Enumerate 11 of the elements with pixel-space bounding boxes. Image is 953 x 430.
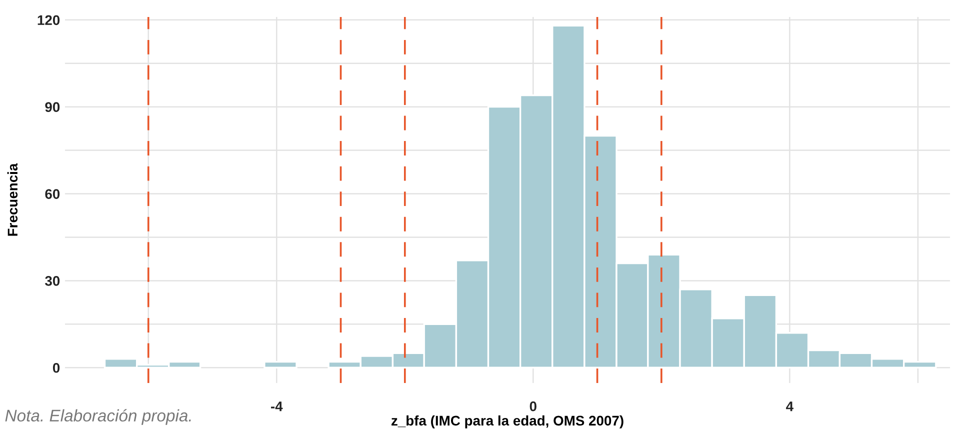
- x-tick-label: 4: [786, 402, 794, 412]
- y-tick-label: 30: [45, 276, 60, 286]
- y-tick-label: 60: [45, 189, 60, 199]
- x-axis-title: z_bfa (IMC para la edad, OMS 2007): [392, 415, 624, 428]
- y-axis-title: Frecuencia: [7, 163, 18, 236]
- x-tick-label: -4: [271, 402, 283, 412]
- y-tick-label: 120: [38, 15, 60, 26]
- y-tick-label: 0: [52, 362, 60, 373]
- y-tick-label: 90: [45, 102, 60, 112]
- x-tick-label: 0: [530, 401, 536, 412]
- text: Nota. Elaboración propia.: [5, 409, 191, 425]
